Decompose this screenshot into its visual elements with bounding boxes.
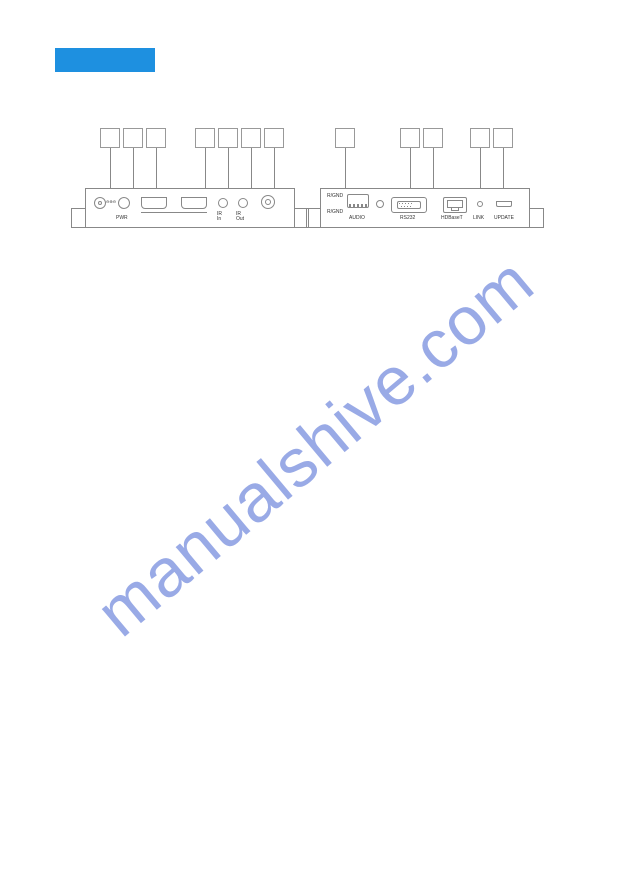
ir-in-label: IRIn xyxy=(217,212,222,222)
callout-line xyxy=(480,148,481,188)
callout-line xyxy=(251,148,252,188)
callout-box xyxy=(335,128,355,148)
callout-box xyxy=(218,128,238,148)
callout-box xyxy=(400,128,420,148)
link-led-icon xyxy=(477,201,483,207)
ir-out-label: IROut xyxy=(236,212,244,222)
audio-label: AUDIO xyxy=(349,215,365,221)
rj45-port-icon xyxy=(443,197,467,213)
aux-jack-icon xyxy=(376,200,384,208)
section-header-bar xyxy=(55,48,155,72)
watermark-text: manualshive.com xyxy=(81,242,548,652)
callout-box xyxy=(100,128,120,148)
callout-line xyxy=(274,148,275,188)
callout-box xyxy=(123,128,143,148)
phoenix-connector-icon xyxy=(347,194,369,208)
ir-in-jack-icon xyxy=(218,198,228,208)
callout-line xyxy=(410,148,411,188)
rs232-label: RS232 xyxy=(400,215,415,221)
callout-box xyxy=(493,128,513,148)
power-button-icon xyxy=(118,197,130,209)
ir-out-jack-icon xyxy=(238,198,248,208)
callout-box xyxy=(146,128,166,148)
db9-port-icon xyxy=(391,197,427,213)
callout-line xyxy=(133,148,134,188)
callout-line xyxy=(228,148,229,188)
hdmi-port-icon xyxy=(141,197,167,209)
audio-bot-label: R/GND xyxy=(327,209,343,215)
pwr-label: PWR xyxy=(116,215,128,221)
callout-line xyxy=(503,148,504,188)
audio-top-label: R/GND xyxy=(327,193,343,199)
link-label: LINK xyxy=(473,215,484,221)
hdbaset-label: HDBaseT xyxy=(441,215,463,221)
mounting-bracket-right xyxy=(530,208,544,228)
callout-box xyxy=(241,128,261,148)
callout-line xyxy=(110,148,111,188)
coax-jack-icon xyxy=(261,195,275,209)
power-polarity-label: ⊖⊕⊖ xyxy=(106,199,116,204)
hdmi-port-icon xyxy=(181,197,207,209)
callout-line xyxy=(433,148,434,188)
callout-box xyxy=(423,128,443,148)
power-jack-icon xyxy=(94,197,106,209)
rear-panel-body: R/GND R/GND AUDIO xyxy=(320,188,530,228)
mounting-bracket-left xyxy=(306,208,320,228)
update-label: UPDATE xyxy=(494,215,514,221)
callout-line xyxy=(156,148,157,188)
mounting-bracket-left xyxy=(71,208,85,228)
callout-box xyxy=(470,128,490,148)
micro-usb-port-icon xyxy=(496,201,512,207)
callout-box xyxy=(195,128,215,148)
front-panel-body: ⊖⊕⊖ PWR IRIn IROut xyxy=(85,188,295,228)
callout-box xyxy=(264,128,284,148)
callout-line xyxy=(345,148,346,188)
callout-line xyxy=(205,148,206,188)
